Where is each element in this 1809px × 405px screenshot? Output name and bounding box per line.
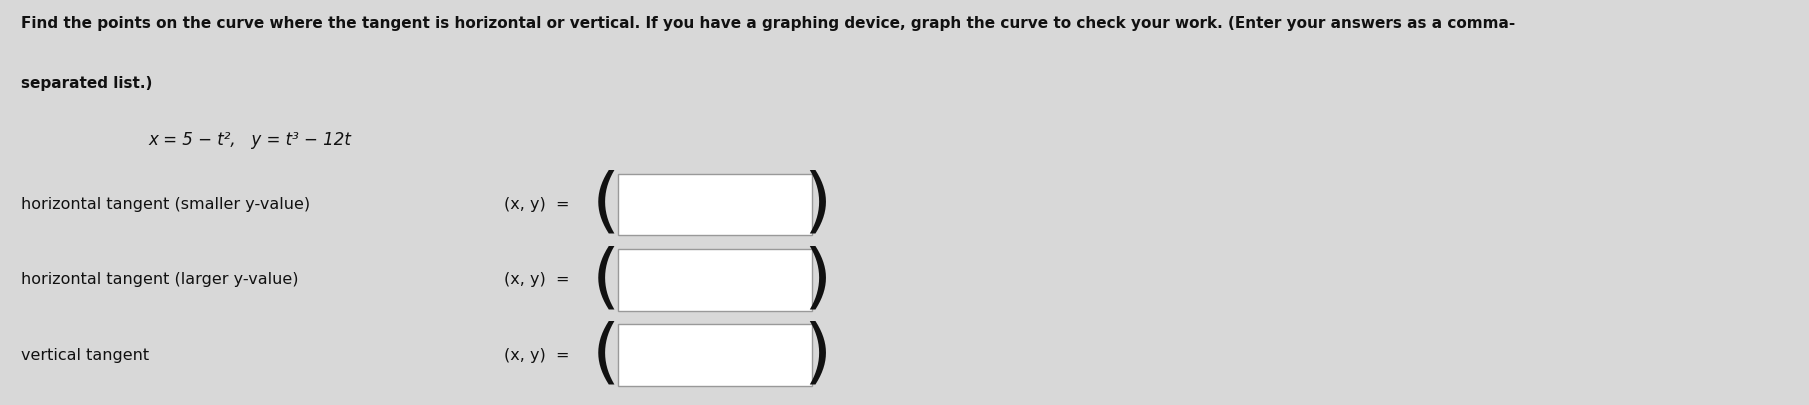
Text: (x, y)  =: (x, y) = bbox=[505, 197, 570, 212]
Text: (x, y)  =: (x, y) = bbox=[505, 272, 570, 288]
Text: (: ( bbox=[592, 170, 620, 239]
Text: (: ( bbox=[592, 245, 620, 314]
FancyBboxPatch shape bbox=[617, 174, 812, 235]
Text: horizontal tangent (larger y-value): horizontal tangent (larger y-value) bbox=[22, 272, 298, 288]
Text: (: ( bbox=[592, 321, 620, 390]
Text: vertical tangent: vertical tangent bbox=[22, 348, 148, 363]
FancyBboxPatch shape bbox=[617, 324, 812, 386]
Text: (x, y)  =: (x, y) = bbox=[505, 348, 570, 363]
Text: x = 5 − t²,   y = t³ − 12t: x = 5 − t², y = t³ − 12t bbox=[148, 131, 351, 149]
Text: ): ) bbox=[803, 245, 832, 314]
FancyBboxPatch shape bbox=[617, 249, 812, 311]
Text: Find the points on the curve where the tangent is horizontal or vertical. If you: Find the points on the curve where the t… bbox=[22, 16, 1516, 31]
Text: ): ) bbox=[803, 170, 832, 239]
Text: horizontal tangent (smaller y-value): horizontal tangent (smaller y-value) bbox=[22, 197, 309, 212]
Text: ): ) bbox=[803, 321, 832, 390]
Text: separated list.): separated list.) bbox=[22, 76, 152, 91]
